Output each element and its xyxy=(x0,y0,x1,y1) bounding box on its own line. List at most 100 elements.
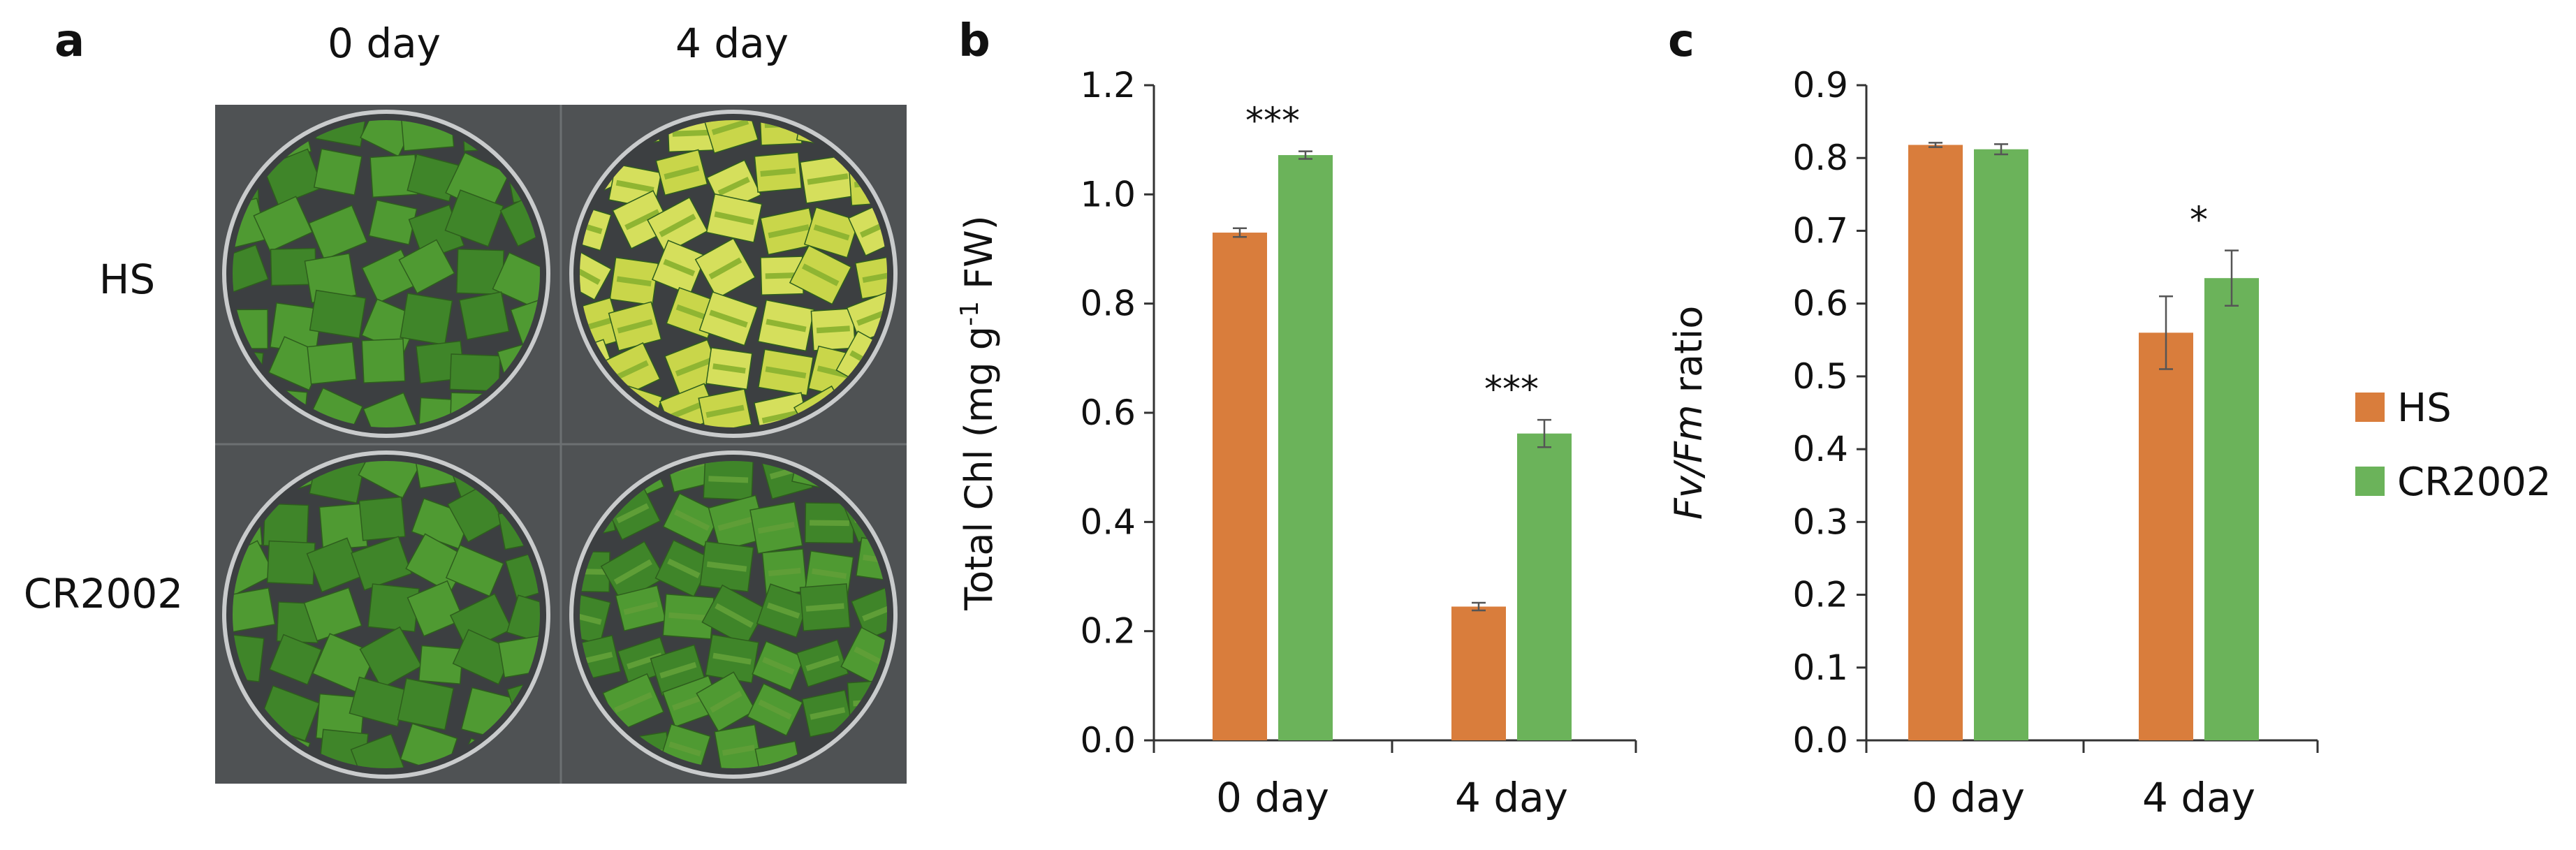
leaf-piece xyxy=(444,189,504,247)
leaf-piece xyxy=(266,540,316,585)
leaf-streak xyxy=(712,363,746,374)
y-tick-label: 0.4 xyxy=(1080,501,1136,542)
significance-label: * xyxy=(2190,200,2208,242)
leaf-streak xyxy=(672,129,710,137)
y-tick-label: 0.8 xyxy=(1080,284,1136,324)
leaf-streak xyxy=(762,657,795,675)
significance-label: *** xyxy=(1245,101,1300,142)
leaf-streak xyxy=(710,691,742,713)
leaf-streak xyxy=(766,318,807,332)
leaf-streak xyxy=(805,655,840,671)
leaf-streak xyxy=(859,217,887,238)
leaf-streak xyxy=(862,271,887,284)
legend-label-hs: HS xyxy=(2397,386,2452,431)
bar-cr2002-0-day xyxy=(1278,155,1333,740)
leaf-streak xyxy=(616,276,652,287)
leaf-streak xyxy=(617,318,653,334)
bar-hs-0-day xyxy=(1213,233,1267,740)
y-tick-label: 0.4 xyxy=(1792,429,1848,469)
leaf-streak xyxy=(668,612,709,621)
row-label-cr2002: CR2002 xyxy=(24,570,183,617)
leaf-piece xyxy=(459,291,510,340)
panel-c: c 0.0 0.1 0.2 0.3 0.4 0.5 0.6 0.7 0.8 0.9 0 day 4 d… xyxy=(1667,15,2319,821)
leaf-piece xyxy=(253,196,313,252)
column-label-0-day: 0 day xyxy=(328,20,441,67)
row-label-hs: HS xyxy=(99,256,155,303)
bar-hs-4-day xyxy=(1451,606,1506,740)
leaf-piece xyxy=(313,148,363,196)
leaf-streak xyxy=(615,179,654,193)
leaf-streak xyxy=(768,567,801,577)
leaf-streak xyxy=(667,558,701,578)
y-tick-label: 0.0 xyxy=(1080,720,1136,761)
chart-fv-fm: 0.0 0.1 0.2 0.3 0.4 0.5 0.6 0.7 0.8 0.9 0 day 4 day… xyxy=(1667,65,2319,821)
leaf-piece xyxy=(309,289,367,339)
leaf-piece xyxy=(397,677,455,731)
y-tick-label: 0.2 xyxy=(1080,611,1136,652)
leaf-streak xyxy=(580,263,601,285)
y-tick-label: 0.2 xyxy=(1792,575,1848,615)
leaf-piece xyxy=(361,338,406,383)
bar-hs-4-day xyxy=(2139,332,2193,740)
leaf-streak xyxy=(616,503,650,524)
leaf-piece xyxy=(505,548,540,601)
y-tick-label: 0.7 xyxy=(1792,210,1848,251)
x-category-label: 4 day xyxy=(1455,774,1568,821)
leaf-streak xyxy=(717,176,750,196)
panel-a-letter: a xyxy=(54,15,85,67)
leaf-streak xyxy=(706,561,747,572)
leaf-streak xyxy=(807,173,849,185)
y-axis-title-italic: Fv/Fm xyxy=(1667,404,1711,520)
leaf-piece xyxy=(407,580,464,637)
leaf-streak xyxy=(668,741,701,757)
leaf-streak xyxy=(765,366,807,379)
leaf-streak xyxy=(805,603,844,612)
y-axis-title: Total Chl (mg g-1 FW) xyxy=(956,215,1001,610)
leaf-streak xyxy=(659,213,696,237)
leaf-streak xyxy=(766,602,800,619)
y-axis-title-suffix: ratio xyxy=(1667,306,1711,405)
leaf-streak xyxy=(624,209,660,230)
leaf-streak xyxy=(760,168,796,177)
y-axis-title-suffix: FW) xyxy=(957,215,1001,301)
bar-cr2002-4-day xyxy=(1517,433,1572,740)
y-tick-label: 0.3 xyxy=(1792,501,1848,542)
legend-swatch-cr2002 xyxy=(2355,467,2385,496)
leaf-streak xyxy=(801,263,840,286)
leaf-piece xyxy=(358,461,423,499)
legend-swatch-hs xyxy=(2355,393,2385,422)
leaf-streak xyxy=(768,224,810,239)
y-tick-label: 0.0 xyxy=(1792,720,1848,761)
panel-c-letter: c xyxy=(1668,15,1695,67)
y-tick-label: 0.8 xyxy=(1792,138,1848,178)
leaf-piece xyxy=(269,633,323,686)
leaf-streak xyxy=(711,120,749,135)
leaf-streak xyxy=(862,601,887,622)
panel-a: a 0 day 4 day HS CR2002 xyxy=(24,15,907,784)
leaf-streak xyxy=(580,611,602,625)
chart-total-chl: 0.0 0.2 0.4 0.6 0.8 1.0 1.2 0 day 4 day *** *** Tot… xyxy=(956,65,1637,821)
panel-b-letter: b xyxy=(958,15,990,67)
leaf-streak xyxy=(717,515,759,532)
legend: HS CR2002 xyxy=(2355,386,2552,505)
column-label-4-day: 4 day xyxy=(675,20,789,67)
leaf-streak xyxy=(722,745,755,756)
leaf-piece xyxy=(303,587,363,642)
x-category-label: 0 day xyxy=(1912,774,2025,821)
leaf-piece xyxy=(351,536,413,591)
leaf-piece xyxy=(445,544,504,597)
y-tick-label: 0.9 xyxy=(1792,65,1848,105)
leaf-streak xyxy=(812,568,847,579)
dish-cr2002-0-day-leaves xyxy=(233,461,540,768)
leaf-streak xyxy=(663,258,696,277)
leaf-streak xyxy=(709,309,748,328)
leaf-streak xyxy=(673,509,710,532)
leaf-streak xyxy=(613,559,652,585)
bar-cr2002-4-day xyxy=(2204,278,2259,740)
bar-cr2002-0-day xyxy=(1974,149,2028,740)
leaf-streak xyxy=(580,652,613,667)
leaf-streak xyxy=(708,257,742,280)
leaf-streak xyxy=(664,165,700,180)
leaf-piece xyxy=(233,587,276,633)
